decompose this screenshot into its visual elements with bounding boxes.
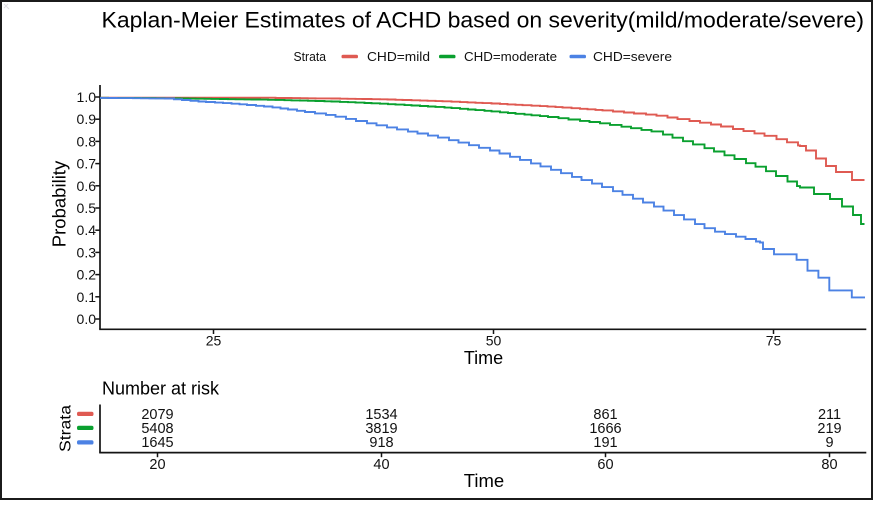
svg-text:0.3: 0.3 bbox=[77, 244, 97, 260]
svg-text:CHD=mild: CHD=mild bbox=[367, 49, 430, 64]
svg-text:50: 50 bbox=[486, 332, 502, 348]
svg-text:Number at risk: Number at risk bbox=[102, 378, 220, 398]
svg-text:Strata: Strata bbox=[58, 405, 75, 452]
svg-text:0.7: 0.7 bbox=[77, 156, 97, 172]
svg-text:3819: 3819 bbox=[365, 421, 397, 437]
svg-text:40: 40 bbox=[373, 457, 389, 473]
svg-text:861: 861 bbox=[593, 407, 617, 423]
svg-text:Time: Time bbox=[464, 348, 503, 368]
svg-text:0.8: 0.8 bbox=[77, 133, 97, 149]
svg-text:Strata: Strata bbox=[294, 49, 327, 64]
svg-text:0.9: 0.9 bbox=[77, 111, 97, 127]
svg-text:1645: 1645 bbox=[141, 435, 173, 451]
svg-text:1534: 1534 bbox=[365, 407, 397, 423]
svg-text:80: 80 bbox=[821, 457, 837, 473]
svg-text:Kaplan-Meier Estimates of ACHD: Kaplan-Meier Estimates of ACHD based on … bbox=[102, 8, 865, 33]
svg-text:20: 20 bbox=[149, 457, 165, 473]
svg-text:0.5: 0.5 bbox=[77, 200, 97, 216]
svg-text:191: 191 bbox=[593, 435, 617, 451]
svg-text:60: 60 bbox=[597, 457, 613, 473]
svg-text:0.4: 0.4 bbox=[77, 222, 97, 238]
svg-text:Probability: Probability bbox=[49, 160, 70, 247]
svg-text:1666: 1666 bbox=[589, 421, 621, 437]
svg-text:1.0: 1.0 bbox=[77, 89, 97, 105]
svg-text:211: 211 bbox=[818, 407, 841, 423]
svg-text:75: 75 bbox=[766, 332, 782, 348]
svg-text:918: 918 bbox=[369, 435, 393, 451]
svg-text:0.0: 0.0 bbox=[77, 311, 97, 327]
svg-text:9: 9 bbox=[825, 435, 833, 451]
svg-text:2079: 2079 bbox=[141, 407, 173, 423]
svg-text:25: 25 bbox=[206, 332, 222, 348]
svg-text:5408: 5408 bbox=[141, 421, 173, 437]
svg-text:219: 219 bbox=[817, 421, 841, 437]
svg-text:0.1: 0.1 bbox=[77, 289, 97, 305]
svg-text:CHD=severe: CHD=severe bbox=[593, 49, 672, 64]
svg-text:0.2: 0.2 bbox=[77, 267, 97, 283]
svg-text:CHD=moderate: CHD=moderate bbox=[464, 49, 557, 64]
svg-text:Time: Time bbox=[464, 470, 504, 491]
svg-text:0.6: 0.6 bbox=[77, 178, 97, 194]
